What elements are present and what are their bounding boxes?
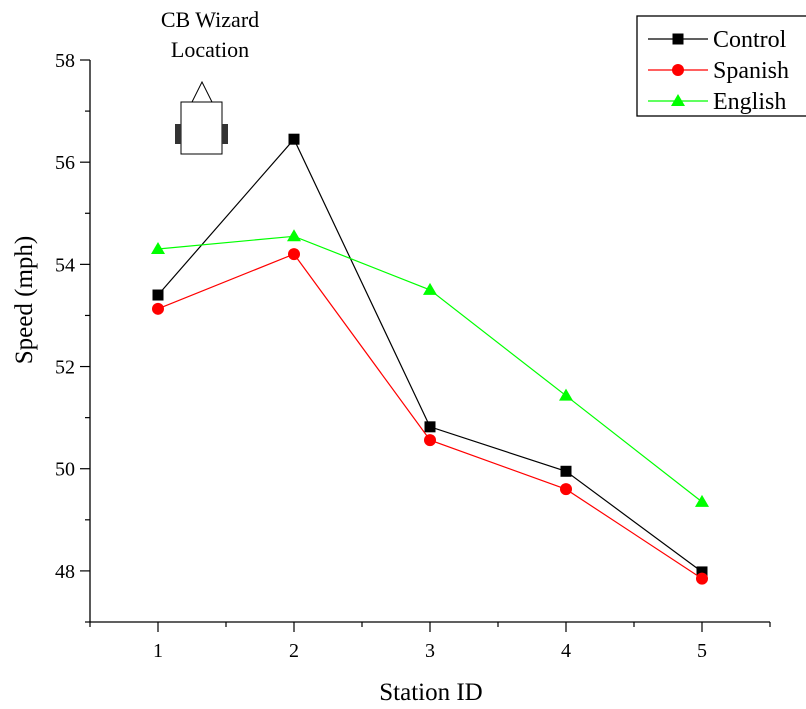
legend-box xyxy=(636,15,806,117)
legend: Control Spanish English xyxy=(636,15,806,117)
series-line-control xyxy=(157,138,703,573)
legend-label-control: Control xyxy=(713,27,787,53)
legend-item-english: English xyxy=(648,89,786,115)
x-tick-label: 1 xyxy=(153,640,163,662)
series-control xyxy=(152,133,708,578)
data-point-english xyxy=(695,494,709,507)
data-point-english xyxy=(287,229,301,242)
cb-wizard-annotation: CB Wizard Location xyxy=(161,7,259,155)
y-tick-label: 58 xyxy=(55,50,75,72)
series-spanish xyxy=(152,248,708,585)
x-tick-label: 5 xyxy=(697,640,707,662)
legend-label-spanish: Spanish xyxy=(713,58,789,84)
series-layer xyxy=(151,133,709,585)
data-point-control xyxy=(696,566,708,578)
x-tick-label: 3 xyxy=(425,640,435,662)
data-point-english xyxy=(423,282,437,295)
data-point-spanish xyxy=(152,302,164,315)
legend-label-english: English xyxy=(713,89,786,115)
data-point-english xyxy=(559,388,573,401)
legend-item-spanish: Spanish xyxy=(648,58,789,84)
data-point-spanish xyxy=(696,572,708,585)
legend-marker-english xyxy=(671,94,685,106)
y-axis-title: Speed (mph) xyxy=(11,236,38,364)
x-axis-title: Station ID xyxy=(379,679,482,704)
data-point-control xyxy=(424,421,436,433)
series-line-spanish xyxy=(157,253,703,580)
data-point-spanish xyxy=(424,434,436,447)
y-tick-label: 50 xyxy=(55,459,75,481)
axes: 48 50 52 54 56 58 1 2 3 4 5 xyxy=(55,50,771,662)
y-tick-label: 52 xyxy=(55,357,75,379)
x-tick-label: 4 xyxy=(561,640,571,662)
y-tick-label: 54 xyxy=(55,254,75,276)
vehicle-icon xyxy=(175,80,228,155)
annotation-line2: Location xyxy=(171,37,249,62)
legend-item-control: Control xyxy=(648,27,787,53)
data-point-control xyxy=(288,133,300,145)
legend-marker-control xyxy=(672,33,684,45)
x-tick-label: 2 xyxy=(289,640,299,662)
y-tick-label: 48 xyxy=(55,561,75,583)
data-point-control xyxy=(152,289,164,301)
data-point-control xyxy=(560,465,572,477)
legend-marker-spanish xyxy=(672,64,684,76)
annotation-line1: CB Wizard xyxy=(161,7,259,32)
data-point-spanish xyxy=(288,248,300,261)
series-english xyxy=(151,229,709,507)
data-point-english xyxy=(151,242,165,255)
data-point-spanish xyxy=(560,483,572,496)
y-tick-label: 56 xyxy=(55,152,75,174)
